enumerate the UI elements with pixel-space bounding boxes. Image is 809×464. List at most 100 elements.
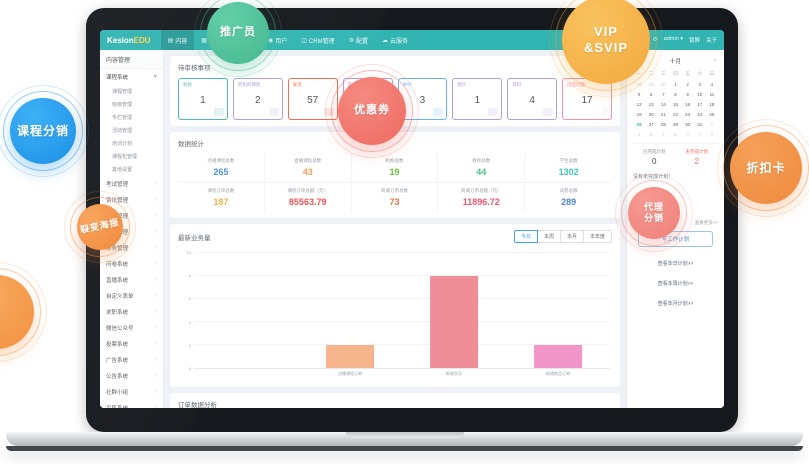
calendar-date[interactable]: 4 — [662, 131, 665, 137]
calendar-date[interactable]: 15 — [672, 101, 678, 107]
calendar-date[interactable]: 25 — [709, 111, 715, 117]
calendar-date[interactable]: 31 — [697, 121, 703, 127]
pending-card-5[interactable]: 图片 1 — [452, 78, 503, 120]
plan-links: 查看本日计划>> 查看本周计划>> 查看本月计划>> — [633, 260, 718, 307]
calendar-date[interactable]: 1 — [674, 81, 677, 87]
nav-item-label: 内容 — [175, 38, 188, 45]
calendar-date[interactable]: 19 — [636, 111, 642, 117]
calendar-date[interactable]: 4 — [710, 81, 714, 87]
calendar-date[interactable]: 11 — [709, 91, 715, 97]
calendar-date[interactable]: 5 — [637, 91, 641, 97]
bubble-ring-outer — [615, 174, 693, 252]
sidebar-item-4[interactable]: 财务管理 › — [100, 240, 163, 256]
calendar-date[interactable]: 1 — [710, 121, 714, 127]
plans-todo-label: 未完成计划 — [685, 149, 709, 154]
calendar-date[interactable]: 10 — [697, 91, 703, 97]
pending-card-1[interactable]: 机构的课程 2 — [232, 78, 283, 120]
calendar-date[interactable]: 3 — [698, 81, 702, 87]
sidebar-item-6[interactable]: 直播系统 › — [100, 272, 163, 288]
chart-tab-2[interactable]: 本月 — [559, 230, 584, 243]
sidebar-item-7[interactable]: 自定义表单 › — [100, 288, 163, 304]
calendar-date[interactable]: 7 — [662, 91, 665, 97]
bubble-ring-outer — [325, 64, 419, 158]
nav-item-cloud[interactable]: ☁ 云服务 — [375, 30, 415, 50]
plan-link-1[interactable]: 查看本周计划>> — [657, 281, 694, 287]
calendar-date[interactable]: 29 — [648, 81, 654, 87]
chart-bar[interactable] — [534, 345, 582, 368]
calendar-date[interactable]: 6 — [686, 131, 689, 137]
sidebar-sub-item-6[interactable]: 其他设置 — [112, 167, 133, 173]
calendar-date[interactable]: 21 — [660, 111, 666, 117]
chart-x-tick-label: 点播课程订单 — [338, 371, 362, 376]
plan-link-0[interactable]: 查看本日计划>> — [657, 261, 694, 267]
calendar-date[interactable]: 16 — [685, 101, 691, 107]
sidebar-sub-item-4[interactable]: 培训计划 — [112, 141, 133, 147]
calendar-date[interactable]: 18 — [709, 101, 715, 107]
plan-link-2[interactable]: 查看本月计划>> — [657, 301, 694, 307]
nav-item-content[interactable]: ▤ 内容 — [160, 30, 195, 50]
sidebar-item-12[interactable]: 公告系统 › — [100, 368, 163, 384]
sidebar-item-13[interactable]: 社群小组 › — [100, 384, 163, 400]
sidebar-item-8[interactable]: 求职系统 › — [100, 304, 163, 320]
sidebar-item-9[interactable]: 微信公众号 › — [100, 320, 163, 336]
calendar-date-today[interactable]: 26 — [636, 121, 642, 127]
bubble-course-distribution: 课程分销 — [0, 85, 89, 177]
calendar-date[interactable]: 3 — [649, 131, 653, 137]
sidebar-item-0[interactable]: 考试管理 › — [100, 176, 163, 192]
calendar-date[interactable]: 30 — [685, 121, 691, 127]
sidebar-sub-item-0[interactable]: 课程管理 — [112, 89, 133, 95]
nav-about[interactable]: 关于 — [705, 38, 717, 44]
calendar-date[interactable]: 2 — [637, 131, 641, 137]
calendar-date[interactable]: 8 — [674, 91, 677, 97]
sidebar-item-5[interactable]: 问卷系统 › — [100, 256, 163, 272]
sidebar-item-10[interactable]: 投票系统 › — [100, 336, 163, 352]
calendar-date[interactable]: 29 — [672, 121, 678, 127]
sidebar-sub-item-1[interactable]: 班级管理 — [112, 102, 133, 108]
calendar-date[interactable]: 28 — [660, 121, 666, 127]
sidebar-item-label: 问卷系统 — [106, 262, 129, 268]
plans-done-label: 已完成计划 — [643, 149, 666, 154]
chart-tab-0[interactable]: 今日 — [513, 230, 538, 243]
sidebar-sub-item-5[interactable]: 课程包管理 — [112, 154, 138, 160]
chart-tab-1[interactable]: 本周 — [536, 230, 561, 243]
nav-item-crm[interactable]: ◫ CRM管理 — [294, 30, 341, 50]
sidebar-item-14[interactable]: 采集系统 › — [100, 400, 163, 408]
calendar-date[interactable]: 14 — [660, 101, 666, 107]
calendar-date[interactable]: 6 — [649, 91, 653, 97]
pending-card-value: 57 — [307, 95, 319, 106]
calendar-date[interactable]: 7 — [698, 131, 702, 137]
nav-admin-menu[interactable]: admin ▾ — [663, 36, 683, 42]
sidebar-sub-item-3[interactable]: 活动管理 — [112, 128, 133, 134]
nav-item-settings[interactable]: ⚙ 配置 — [342, 30, 375, 50]
pending-card-label: 图片 — [457, 82, 467, 87]
calendar-date[interactable]: 5 — [674, 131, 677, 137]
sidebar-group-course-system[interactable]: 课程系统 ˅ — [100, 69, 163, 85]
calendar-date[interactable]: 24 — [697, 111, 703, 117]
calendar-date[interactable]: 27 — [648, 121, 654, 127]
pending-title: 待审核事项 — [178, 65, 211, 72]
calendar-date[interactable]: 2 — [686, 81, 689, 87]
nav-lock-screen[interactable]: 锁屏 — [688, 38, 700, 44]
calendar-date[interactable]: 22 — [672, 111, 678, 117]
stats-grid: 点播课程总数 265 直播课程总数 43 机构总数 19 教师总数 44 学生总数 1302 课程订… — [178, 153, 612, 212]
calendar-date[interactable]: 30 — [660, 81, 666, 87]
sidebar-item-label: 财务管理 — [106, 246, 129, 252]
pending-card-6[interactable]: 资料 4 — [507, 78, 558, 120]
sidebar-sub-item-2[interactable]: 专栏管理 — [112, 115, 133, 121]
calendar-date[interactable]: 23 — [685, 111, 691, 117]
calendar-next-icon[interactable]: › — [713, 58, 716, 64]
calendar-date[interactable]: 20 — [648, 111, 654, 117]
calendar-date[interactable]: 13 — [648, 101, 654, 107]
chart-tab-3[interactable]: 本年度 — [582, 230, 612, 243]
chevron-right-icon: › — [155, 341, 157, 347]
calendar-date[interactable]: 8 — [710, 131, 714, 137]
sidebar-item-1[interactable]: 资讯管理 › — [100, 192, 163, 208]
pending-card-0[interactable]: 机构 1 — [178, 78, 228, 120]
chart-bar[interactable] — [326, 345, 374, 368]
calendar-date[interactable]: 12 — [636, 101, 642, 107]
calendar-date[interactable]: 9 — [686, 91, 689, 97]
view-more-link[interactable]: 查看更多>> — [694, 220, 718, 225]
chart-bar[interactable] — [430, 276, 478, 368]
calendar-date[interactable]: 17 — [697, 101, 703, 107]
sidebar-item-11[interactable]: 广告系统 › — [100, 352, 163, 368]
